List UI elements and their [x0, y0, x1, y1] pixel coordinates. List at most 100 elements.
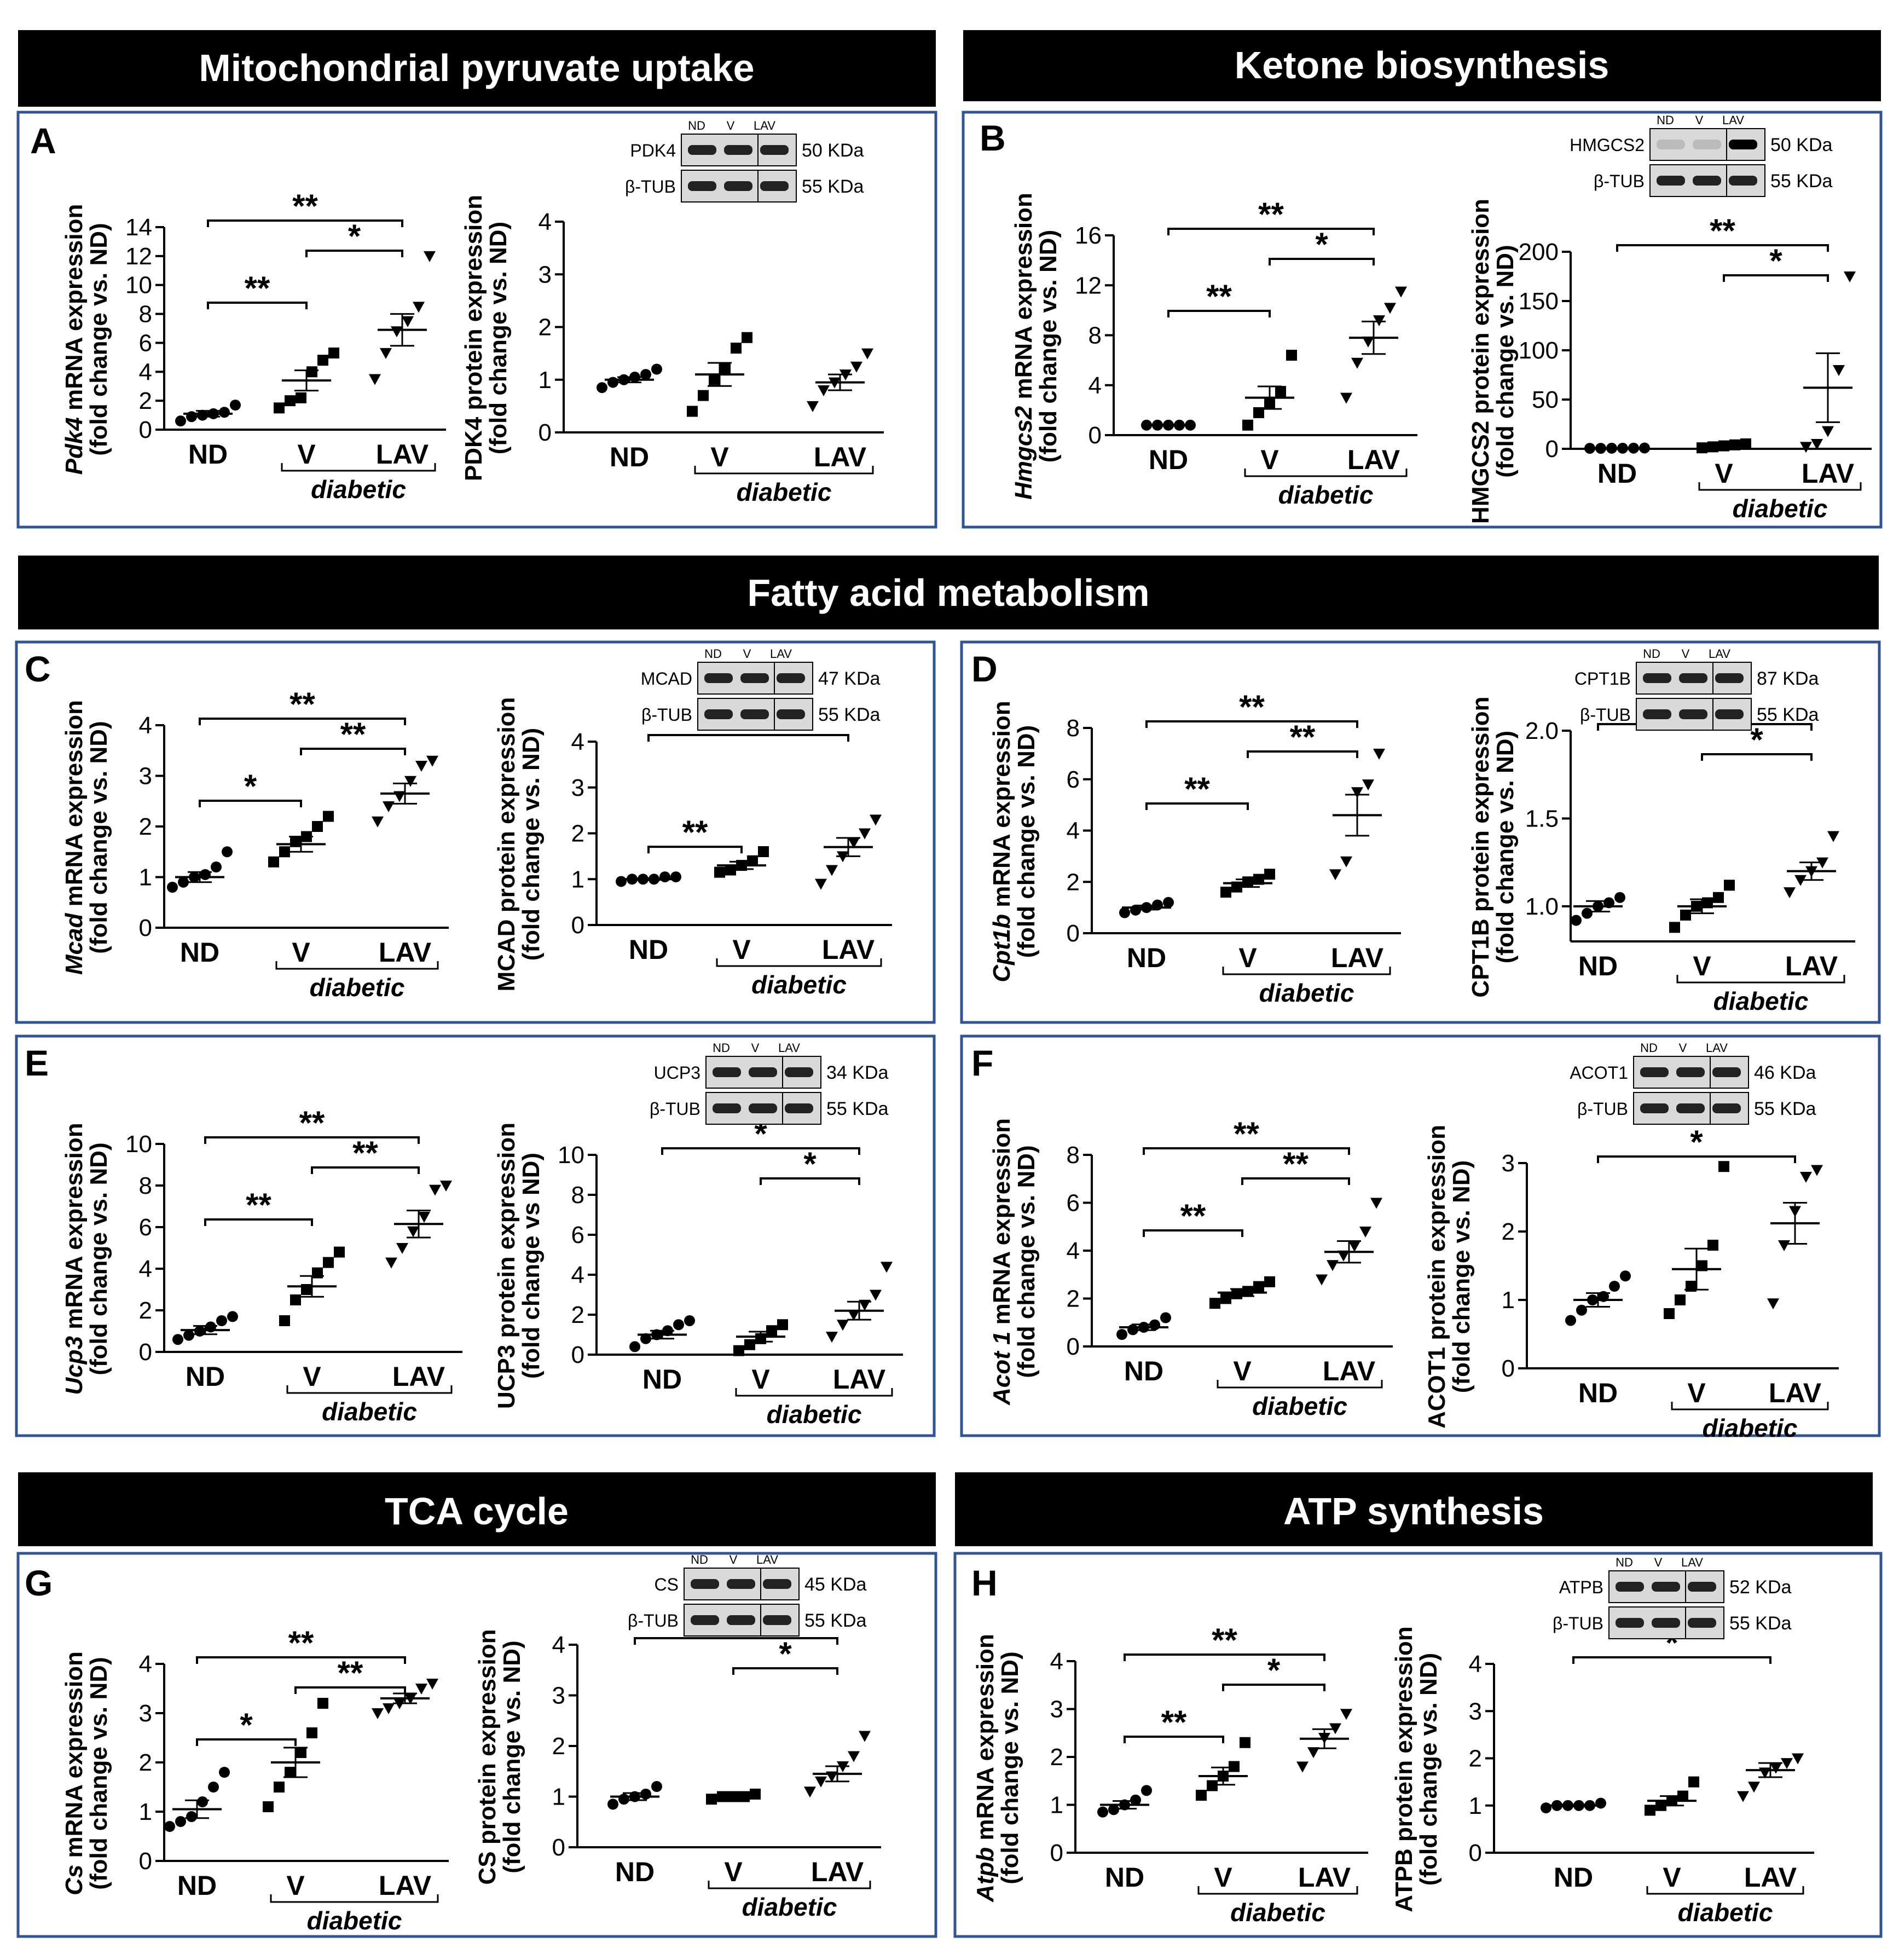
- y-tick-label: 3: [139, 763, 152, 790]
- y-axis-label: HMGCS2 protein expression: [1467, 199, 1494, 524]
- blot-band: [1640, 1103, 1669, 1113]
- blot-kda-label: 55 KDa: [1754, 1098, 1816, 1119]
- chart-G: 0 1 2 3 4 Cs mRNA expression(fold change vs. …: [61, 1624, 449, 1935]
- data-point: [323, 811, 334, 822]
- data-point: [172, 1334, 183, 1345]
- diabetic-bracket: [1646, 1886, 1804, 1895]
- significance-label: **: [1283, 1146, 1309, 1182]
- x-category-label: ND: [180, 937, 219, 968]
- data-point: [334, 1246, 345, 1258]
- chart-F: 0 2 4 6 8 Acot 1 mRNA expression(fold change …: [988, 1115, 1393, 1420]
- y-axis-label-line2: (fold change vs. ND): [85, 223, 112, 455]
- data-point: [222, 846, 233, 858]
- blot-band: [760, 181, 789, 191]
- y-tick-label: 0: [571, 1342, 584, 1368]
- diabetic-bracket: [1671, 1402, 1829, 1410]
- significance-bracket: [1143, 1229, 1243, 1237]
- y-tick-label: 4: [139, 359, 152, 385]
- significance-bracket: [199, 800, 302, 807]
- blot-protein-label: β-TUB: [628, 1611, 679, 1631]
- data-point: [1253, 1281, 1264, 1292]
- data-point: [766, 1325, 777, 1337]
- significance-bracket: [305, 250, 403, 257]
- diabetic-bracket: [1244, 469, 1408, 477]
- data-point: [175, 1816, 186, 1827]
- data-point: [714, 866, 725, 878]
- data-point: [1329, 869, 1341, 881]
- blot-kda-label: 52 KDa: [1729, 1577, 1791, 1598]
- data-point: [290, 836, 301, 847]
- data-point: [183, 1329, 194, 1341]
- significance-bracket: [1143, 1147, 1350, 1155]
- data-point: [1359, 1227, 1371, 1238]
- data-point: [1800, 1172, 1812, 1183]
- data-point: [850, 361, 862, 373]
- x-category-label: ND: [610, 442, 649, 472]
- blots-layer: ND V LAV PDK4 50 KDa β-TUB 55 KDa ND V LAV HMGCS2 5…: [625, 113, 1832, 1639]
- x-category-label: ND: [1124, 1356, 1163, 1386]
- data-point: [859, 828, 871, 840]
- x-category-label: V: [710, 442, 729, 472]
- significance-label: **: [245, 270, 270, 307]
- lane-label: V: [1682, 647, 1690, 661]
- y-tick-label: 4: [139, 1256, 152, 1282]
- gene-name: Mcad: [61, 912, 88, 975]
- significance-bracket: [1723, 274, 1829, 282]
- y-tick-label: 1: [1469, 1793, 1482, 1819]
- data-point: [1595, 1797, 1606, 1809]
- western-blot-C2: ND V LAV MCAD 47 KDa β-TUB 55 KDa: [641, 647, 880, 731]
- x-category-label: ND: [1105, 1862, 1144, 1893]
- diabetic-label: diabetic: [1252, 1392, 1347, 1420]
- significance-bracket: [1124, 1653, 1325, 1661]
- significance-label: **: [246, 1187, 271, 1223]
- data-point: [1844, 271, 1856, 282]
- x-category-label: ND: [1578, 1378, 1618, 1408]
- data-point: [1362, 779, 1374, 791]
- y-axis-label: Hmgcs2 mRNA expression: [1010, 193, 1037, 500]
- lane-label: V: [727, 119, 735, 132]
- y-label-rest: mRNA expression: [61, 1651, 88, 1865]
- blot-band: [749, 1103, 777, 1113]
- panel-frame-D: [960, 640, 1881, 1024]
- significance-label: *: [348, 218, 361, 255]
- y-label-rest: mRNA expression: [61, 700, 88, 913]
- x-category-label: LAV: [1347, 444, 1400, 475]
- x-category-label: LAV: [392, 1361, 445, 1392]
- y-tick-label: 12: [125, 243, 152, 270]
- x-category-label: V: [1687, 1378, 1706, 1408]
- y-tick-label: 8: [139, 1172, 152, 1199]
- data-point: [1713, 892, 1724, 903]
- panel-frame-E: [15, 1034, 936, 1437]
- data-point: [175, 415, 186, 427]
- data-point: [426, 755, 438, 767]
- blot-band: [777, 709, 805, 719]
- data-point: [698, 390, 709, 401]
- y-tick-label: 6: [1067, 1190, 1080, 1217]
- data-point: [744, 1339, 755, 1350]
- y-tick-label: 4: [571, 729, 584, 755]
- data-point: [268, 856, 279, 868]
- y-tick-label: 6: [139, 329, 152, 356]
- blot-protein-label: β-TUB: [625, 177, 676, 196]
- significance-label: **: [288, 1624, 314, 1661]
- significance-label: **: [299, 1105, 325, 1141]
- y-tick-label: 10: [125, 272, 152, 299]
- data-point: [317, 1698, 328, 1709]
- y-tick-label: 0: [1545, 436, 1559, 462]
- data-point: [1327, 1260, 1339, 1271]
- blot-band: [740, 709, 769, 719]
- significance-label: **: [1184, 771, 1210, 807]
- data-point: [607, 377, 618, 388]
- y-tick-label: 2: [139, 813, 152, 840]
- significance-bracket: [207, 219, 403, 227]
- data-point: [1395, 286, 1407, 298]
- blot-band: [691, 1579, 719, 1589]
- data-point: [197, 409, 208, 421]
- chart-C: 0 1 2 3 4 Mcad mRNA expression(fold change vs…: [61, 686, 449, 1002]
- y-tick-label: 2: [1502, 1218, 1515, 1245]
- data-point: [1645, 1805, 1655, 1816]
- data-point: [1609, 1281, 1620, 1292]
- significance-bracket: [634, 1637, 838, 1645]
- data-point: [317, 355, 328, 366]
